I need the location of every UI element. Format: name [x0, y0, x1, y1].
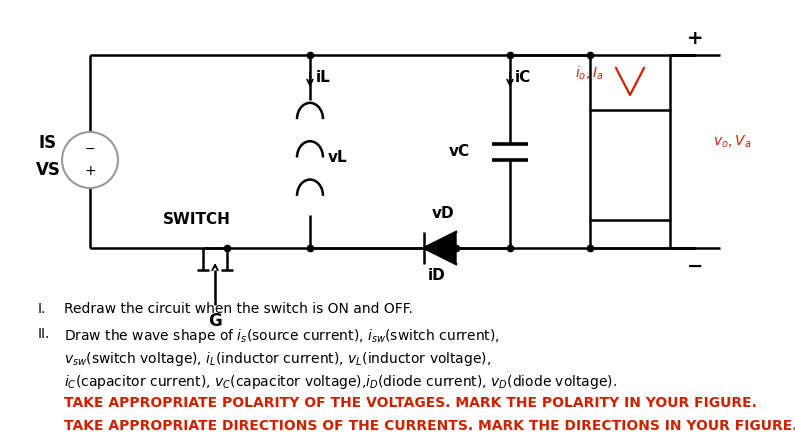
Text: iL: iL: [316, 70, 331, 84]
Text: SWITCH: SWITCH: [163, 212, 231, 227]
Text: vC: vC: [449, 145, 470, 160]
Text: −: −: [687, 256, 704, 276]
Text: IS: IS: [39, 134, 57, 152]
Text: II.: II.: [38, 327, 50, 341]
Text: +: +: [687, 29, 704, 49]
Text: −: −: [85, 143, 95, 156]
Text: G: G: [208, 312, 222, 330]
Text: LOAD: LOAD: [607, 157, 653, 173]
Text: $v_{sw}$(switch voltage), $i_L$(inductor current), $v_L$(inductor voltage),: $v_{sw}$(switch voltage), $i_L$(inductor…: [64, 350, 491, 368]
Text: I.: I.: [38, 302, 46, 316]
Bar: [590, 110, 670, 220]
Polygon shape: [424, 232, 456, 264]
Text: $i_o, I_a$: $i_o, I_a$: [575, 64, 603, 82]
Text: TAKE APPROPRIATE DIRECTIONS OF THE CURRENTS. MARK THE DIRECTIONS IN YOUR FIGURE.: TAKE APPROPRIATE DIRECTIONS OF THE CURRE…: [64, 419, 795, 433]
Text: iD: iD: [429, 268, 446, 284]
Text: vL: vL: [328, 150, 347, 165]
Text: $i_C$(capacitor current), $v_C$(capacitor voltage),$i_D$(diode current), $v_D$(d: $i_C$(capacitor current), $v_C$(capacito…: [64, 373, 617, 391]
Text: iC: iC: [515, 70, 531, 84]
Text: VS: VS: [36, 161, 60, 179]
Text: +: +: [84, 164, 96, 178]
Text: TAKE APPROPRIATE POLARITY OF THE VOLTAGES. MARK THE POLARITY IN YOUR FIGURE.: TAKE APPROPRIATE POLARITY OF THE VOLTAGE…: [64, 396, 757, 410]
Text: vD: vD: [432, 206, 454, 222]
Text: Redraw the circuit when the switch is ON and OFF.: Redraw the circuit when the switch is ON…: [64, 302, 413, 316]
Text: Draw the wave shape of $i_s$(source current), $i_{sw}$(switch current),: Draw the wave shape of $i_s$(source curr…: [64, 327, 499, 345]
Text: $v_o, V_a$: $v_o, V_a$: [713, 133, 751, 150]
